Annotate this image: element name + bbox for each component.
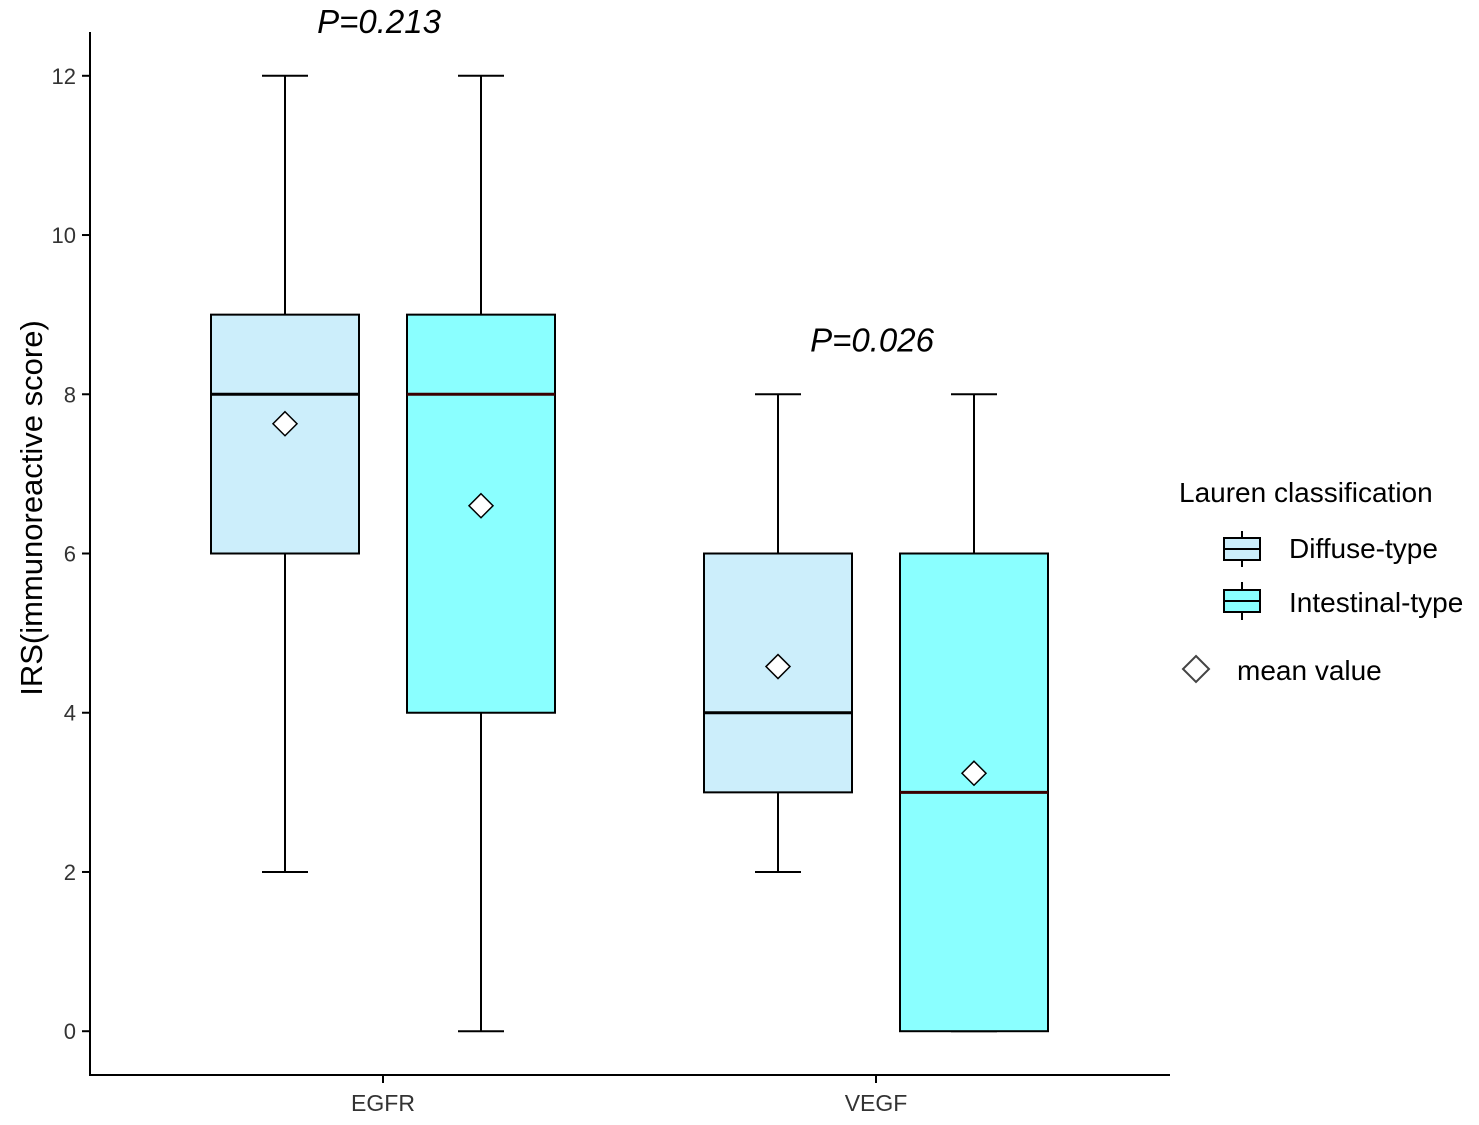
legend-label-diffuse: Diffuse-type [1289,533,1438,564]
y-axis-label: IRS(immunoreactive score) [14,320,49,696]
box-egfr-diffuse-type [210,74,360,873]
legend: Lauren classification Diffuse-type Intes… [1179,477,1463,686]
y-ticks: 0 2 4 6 8 10 12 [52,64,90,1044]
y-tick-label: 6 [64,542,76,567]
y-tick-label: 8 [64,382,76,407]
mean-marker [467,492,495,519]
x-category-label: EGFR [351,1090,415,1116]
legend-item-intestinal: Intestinal-type [1223,582,1463,620]
y-tick-label: 0 [64,1019,76,1044]
p-value-label: P=0.026 [810,321,935,358]
box-vegf-intestinal-type [899,393,1049,1033]
mean-marker [960,760,988,787]
y-tick-label: 2 [64,860,76,885]
legend-label-intestinal: Intestinal-type [1289,587,1463,618]
legend-item-mean: mean value [1181,654,1382,686]
mean-marker [271,410,299,437]
legend-title: Lauren classification [1179,477,1433,508]
mean-marker [764,653,792,680]
boxes-layer [210,74,1049,1033]
mean-diamond-icon [1181,654,1211,684]
y-tick-label: 12 [52,64,76,89]
box-vegf-diffuse-type [703,393,853,873]
y-tick-label: 4 [64,701,76,726]
box-egfr-intestinal-type [406,74,556,1033]
legend-item-diffuse: Diffuse-type [1223,531,1438,567]
y-tick-label: 10 [52,223,76,248]
p-value-label: P=0.213 [317,3,442,40]
x-category-labels: EGFR VEGF [351,1075,907,1116]
p-value-annotations: P=0.213 P=0.026 [317,3,935,358]
x-category-label: VEGF [845,1090,908,1116]
legend-label-mean: mean value [1237,655,1382,686]
